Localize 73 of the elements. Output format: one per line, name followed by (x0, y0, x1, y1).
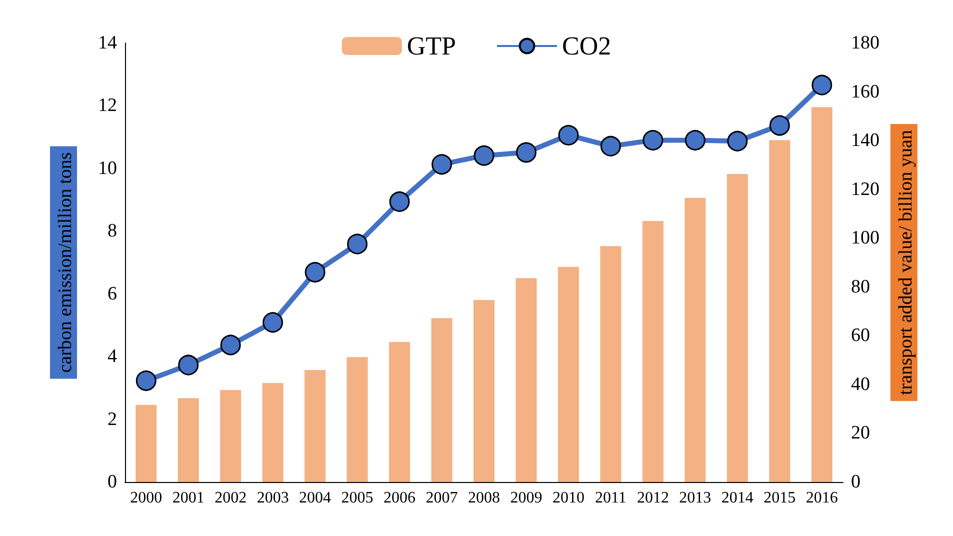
x-tick-label: 2009 (510, 490, 542, 506)
y2-tick-label: 180 (851, 32, 880, 54)
x-tick-label: 2001 (172, 490, 204, 506)
point (769, 115, 790, 136)
bar (600, 246, 622, 482)
bar (769, 140, 790, 482)
y2-tick-label: 20 (851, 422, 870, 444)
x-tick-label: 2015 (764, 490, 796, 506)
x-tick-label: 2006 (384, 490, 416, 506)
y2-tick-label: 80 (851, 276, 870, 298)
x-tick-label: 2011 (595, 490, 626, 506)
point (220, 334, 241, 356)
y-tick-label: 8 (108, 220, 117, 242)
y-tick-label: 12 (98, 95, 117, 116)
point (432, 154, 452, 175)
y2-axis-title: transport added value/ billion yuan (895, 130, 916, 395)
y-tick-label: 4 (108, 346, 118, 368)
point (347, 234, 368, 254)
x-tick-label: 2000 (130, 490, 162, 506)
x-tick-label: 2014 (721, 490, 754, 506)
x-tick-label: 2016 (806, 490, 838, 506)
bar (178, 398, 199, 482)
point (516, 142, 536, 163)
x-tick-label: 2005 (341, 490, 374, 506)
point (558, 124, 579, 146)
y2-tick-label: 0 (851, 472, 860, 492)
bar (811, 107, 832, 482)
y-axis-title: carbon emission/million tons (55, 152, 76, 373)
point (178, 354, 199, 376)
x-tick-label: 2008 (468, 490, 500, 506)
bar (136, 404, 157, 482)
bar (220, 390, 242, 482)
bar (558, 266, 579, 482)
point (474, 145, 494, 166)
y-tick-label: 14 (98, 32, 118, 54)
bar (431, 318, 452, 482)
bar (262, 382, 284, 482)
point (304, 262, 326, 282)
x-tick-label: 2013 (679, 490, 712, 506)
point (812, 74, 832, 96)
y2-tick-label: 40 (851, 374, 870, 395)
bar (474, 300, 494, 482)
x-tick-label: 2003 (256, 490, 289, 506)
bar (726, 174, 748, 482)
y-tick-label: 6 (108, 283, 117, 304)
bar (346, 357, 368, 482)
point (600, 136, 621, 156)
bar (642, 221, 664, 482)
legend-label: GTP (406, 32, 456, 60)
y2-tick-label: 120 (851, 178, 880, 200)
x-tick-label: 2007 (426, 490, 458, 506)
y-tick-label: 10 (98, 158, 117, 179)
x-tick-label: 2002 (214, 490, 247, 506)
y2-tick-label: 140 (851, 130, 880, 152)
bar (684, 198, 706, 482)
y2-tick-label: 60 (851, 325, 870, 346)
point (262, 312, 284, 333)
x-tick-label: 2012 (636, 490, 669, 506)
legend-label: CO2 (562, 32, 612, 60)
y-tick-label: 2 (108, 408, 117, 430)
x-tick-label: 2004 (299, 490, 332, 506)
bar (516, 278, 537, 482)
y-tick-label: 0 (108, 472, 117, 492)
point (642, 130, 664, 150)
point (136, 370, 156, 391)
point (684, 130, 706, 150)
bar (304, 370, 326, 482)
y2-tick-label: 160 (851, 81, 880, 102)
point (389, 191, 410, 212)
point (727, 130, 748, 152)
x-tick-label: 2010 (552, 490, 584, 506)
y2-tick-label: 100 (851, 228, 880, 249)
bar (389, 342, 410, 482)
